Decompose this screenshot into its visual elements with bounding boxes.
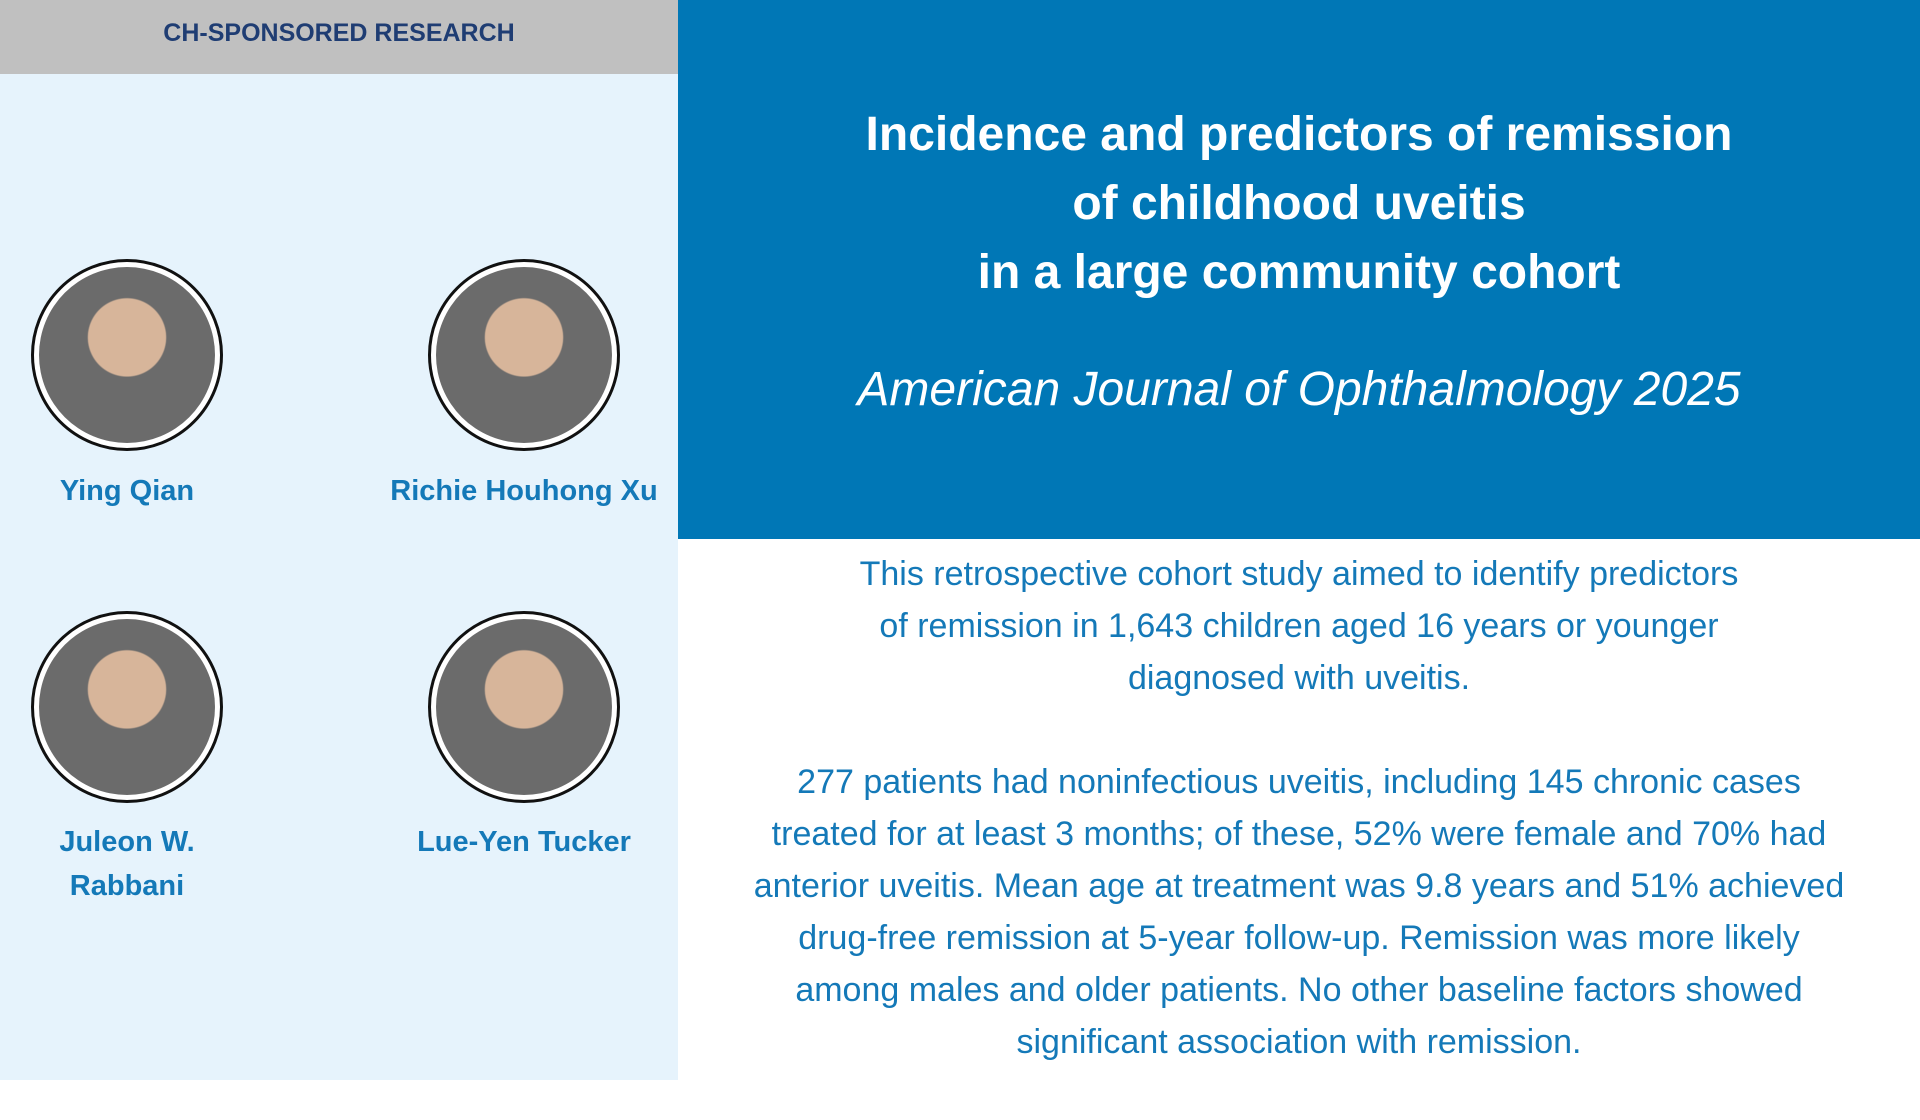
summary: This retrospective cohort study aimed to… xyxy=(678,548,1920,1120)
journal: American Journal of Ophthalmology 2025 xyxy=(857,363,1741,416)
person-name: Lue-Yen Tucker xyxy=(417,826,631,858)
text-line: significant association with remission. xyxy=(1016,1023,1582,1061)
text-line: This retrospective cohort study aimed to… xyxy=(859,555,1739,593)
title-line: of childhood uveitis xyxy=(1072,177,1526,230)
paragraph: 277 patients had noninfectious uveitis, … xyxy=(678,756,1920,1068)
person-name: Juleon W. Rabbani xyxy=(59,826,195,902)
paragraph: This retrospective cohort study aimed to… xyxy=(678,548,1920,704)
text-line: of remission in 1,643 children aged 16 y… xyxy=(879,607,1719,645)
person-name: Ying Qian xyxy=(59,475,195,507)
people-panel: CH-SPONSORED RESEARCH Ying Qian Richie H… xyxy=(0,0,678,1080)
text-line: treated for at least 3 months; of these,… xyxy=(771,815,1827,853)
text-line: among males and older patients. No other… xyxy=(795,971,1803,1009)
photo xyxy=(428,611,620,803)
page: CH-SPONSORED RESEARCH Ying Qian Richie H… xyxy=(0,0,1920,1080)
person-name: Richie Houhong Xu xyxy=(390,475,658,507)
text-line: drug-free remission at 5-year follow-up.… xyxy=(798,919,1800,957)
title-line: Incidence and predictors of remission xyxy=(865,108,1733,161)
text-line: diagnosed with uveitis. xyxy=(1127,659,1471,697)
title-line: in a large community cohort xyxy=(977,246,1621,299)
text-line: 277 patients had noninfectious uveitis, … xyxy=(797,763,1801,801)
photo xyxy=(428,259,620,451)
title-panel: Incidence and predictors of remission of… xyxy=(678,0,1920,539)
photo xyxy=(31,259,223,451)
photo xyxy=(31,611,223,803)
text-line: anterior uveitis. Mean age at treatment … xyxy=(753,867,1845,905)
header-label: CH-SPONSORED RESEARCH xyxy=(0,0,678,74)
